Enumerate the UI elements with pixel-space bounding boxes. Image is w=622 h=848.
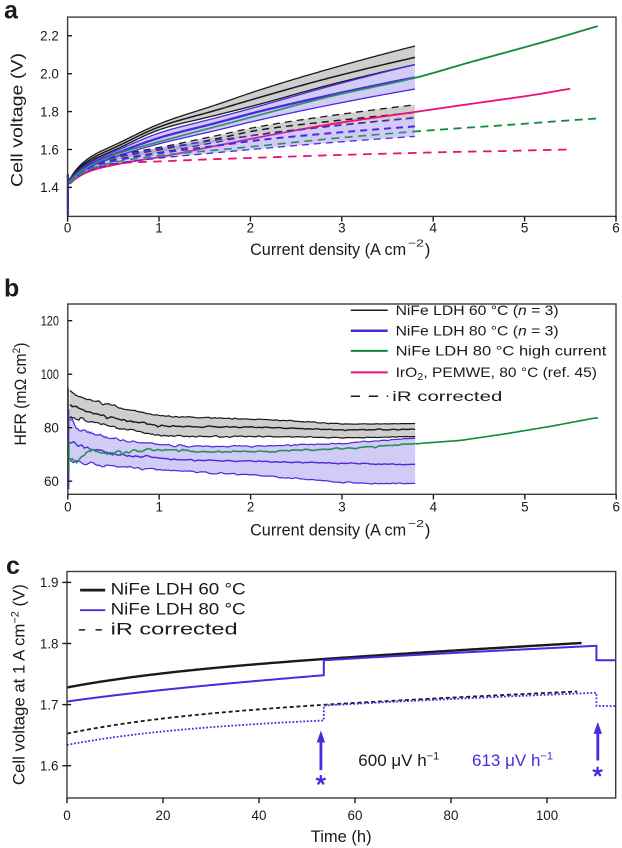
svg-text:1.9: 1.9 — [40, 575, 59, 590]
svg-text:5: 5 — [521, 221, 528, 236]
svg-text:NiFe LDH 80 °C (n = 3): NiFe LDH 80 °C (n = 3) — [396, 323, 559, 339]
svg-text:Current density (A cm: Current density (A cm — [250, 240, 406, 259]
svg-text:3: 3 — [338, 499, 345, 514]
svg-text:100: 100 — [536, 808, 558, 823]
svg-text:2: 2 — [247, 499, 254, 514]
svg-text:Time (h): Time (h) — [311, 828, 372, 846]
svg-text:6: 6 — [612, 221, 619, 236]
svg-text:iR corrected: iR corrected — [392, 388, 502, 404]
svg-text:0: 0 — [64, 221, 71, 236]
svg-text:1.6: 1.6 — [40, 759, 59, 774]
svg-text:1: 1 — [155, 221, 162, 236]
svg-text:20: 20 — [156, 808, 171, 823]
svg-text:NiFe LDH 60 °C (n = 3): NiFe LDH 60 °C (n = 3) — [396, 302, 559, 318]
svg-text:1.8: 1.8 — [40, 104, 59, 119]
svg-text:100: 100 — [41, 367, 59, 382]
svg-text:0: 0 — [64, 499, 71, 514]
svg-text:NiFe LDH 80 °C high current: NiFe LDH 80 °C high current — [396, 343, 607, 359]
svg-text:1: 1 — [155, 499, 162, 514]
svg-text:80: 80 — [44, 421, 59, 436]
svg-text:1.4: 1.4 — [40, 180, 59, 195]
svg-text:c: c — [6, 552, 20, 580]
svg-text:5: 5 — [521, 499, 528, 514]
svg-text:4: 4 — [430, 499, 438, 514]
svg-text:6: 6 — [612, 499, 619, 514]
svg-text:HFR (mΩ cm2): HFR (mΩ cm2) — [11, 343, 30, 446]
svg-text:Cell voltage at 1 A cm−2 (V): Cell voltage at 1 A cm−2 (V) — [10, 584, 29, 785]
svg-text:a: a — [4, 0, 19, 24]
svg-text:1.7: 1.7 — [40, 697, 59, 712]
svg-text:2: 2 — [247, 221, 254, 236]
svg-text:b: b — [4, 275, 19, 303]
svg-text:613 μV h−1: 613 μV h−1 — [472, 751, 553, 771]
svg-text:Cell voltage (V): Cell voltage (V) — [8, 53, 27, 187]
svg-text:): ) — [425, 240, 431, 259]
svg-text:iR corrected: iR corrected — [111, 619, 238, 638]
svg-text:2.0: 2.0 — [40, 67, 59, 82]
svg-text:): ) — [425, 520, 431, 539]
svg-text:60: 60 — [348, 808, 363, 823]
svg-text:1.8: 1.8 — [40, 636, 59, 651]
svg-text:−2: −2 — [408, 518, 424, 530]
svg-text:NiFe LDH 80 °C: NiFe LDH 80 °C — [111, 600, 246, 619]
svg-text:40: 40 — [252, 808, 267, 823]
svg-text:3: 3 — [338, 221, 345, 236]
svg-text:Current density (A cm: Current density (A cm — [250, 520, 406, 539]
svg-text:−2: −2 — [408, 238, 424, 250]
svg-text:0: 0 — [63, 808, 70, 823]
svg-text:NiFe LDH 60 °C: NiFe LDH 60 °C — [111, 580, 246, 599]
svg-text:2.2: 2.2 — [40, 29, 59, 44]
svg-text:4: 4 — [429, 221, 437, 236]
svg-text:1.6: 1.6 — [40, 142, 59, 157]
svg-text:600 μV h−1: 600 μV h−1 — [358, 751, 439, 771]
svg-text:80: 80 — [444, 808, 459, 823]
svg-text:60: 60 — [44, 474, 59, 489]
svg-text:120: 120 — [41, 314, 59, 329]
